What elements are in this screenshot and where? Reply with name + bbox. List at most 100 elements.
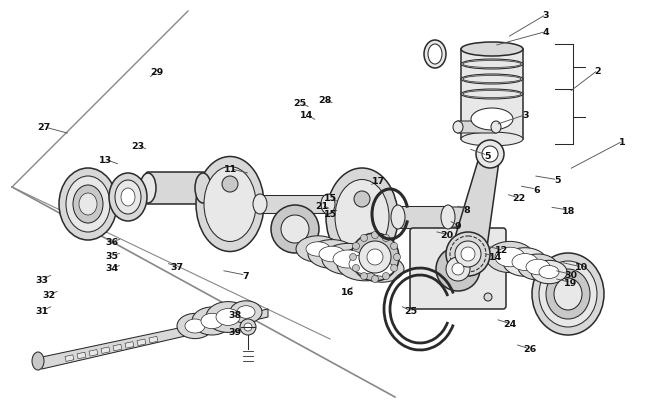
- Text: 23: 23: [131, 141, 144, 150]
- Text: 15: 15: [324, 194, 337, 203]
- Text: 18: 18: [562, 206, 575, 215]
- Circle shape: [446, 232, 490, 276]
- Text: 13: 13: [99, 156, 112, 164]
- Ellipse shape: [230, 301, 262, 324]
- Ellipse shape: [554, 278, 582, 310]
- Text: 22: 22: [512, 194, 525, 203]
- Ellipse shape: [216, 309, 240, 326]
- Text: 15: 15: [324, 209, 337, 218]
- Circle shape: [382, 235, 389, 242]
- Polygon shape: [35, 309, 268, 369]
- Circle shape: [372, 232, 378, 239]
- Ellipse shape: [185, 319, 205, 333]
- Ellipse shape: [463, 61, 521, 68]
- Circle shape: [482, 147, 498, 162]
- Circle shape: [446, 257, 470, 281]
- Ellipse shape: [360, 256, 404, 283]
- Ellipse shape: [201, 313, 223, 329]
- FancyBboxPatch shape: [146, 173, 205, 205]
- Text: 24: 24: [504, 320, 517, 328]
- Text: 25: 25: [404, 307, 417, 315]
- Text: 21: 21: [315, 201, 328, 210]
- Ellipse shape: [461, 43, 523, 57]
- Ellipse shape: [237, 306, 255, 318]
- FancyBboxPatch shape: [410, 228, 506, 309]
- Ellipse shape: [349, 255, 381, 274]
- Ellipse shape: [391, 205, 405, 230]
- Text: 14: 14: [300, 111, 313, 120]
- Text: 12: 12: [495, 246, 508, 255]
- Text: 33: 33: [36, 275, 49, 284]
- Text: 8: 8: [463, 205, 470, 214]
- Text: 30: 30: [564, 270, 577, 279]
- Ellipse shape: [546, 269, 590, 319]
- Text: 11: 11: [224, 165, 237, 174]
- Circle shape: [222, 177, 238, 192]
- Ellipse shape: [518, 254, 558, 280]
- Circle shape: [244, 323, 252, 331]
- Bar: [137, 339, 146, 346]
- Circle shape: [391, 265, 398, 272]
- Circle shape: [359, 241, 391, 273]
- Circle shape: [436, 247, 480, 291]
- Bar: [89, 350, 98, 356]
- Text: 32: 32: [42, 290, 55, 299]
- Ellipse shape: [308, 240, 356, 269]
- Bar: [77, 352, 86, 359]
- Ellipse shape: [66, 177, 110, 232]
- Circle shape: [461, 247, 475, 261]
- Circle shape: [382, 273, 389, 280]
- Text: 28: 28: [318, 96, 332, 105]
- Circle shape: [354, 192, 370, 207]
- Ellipse shape: [495, 247, 525, 267]
- Ellipse shape: [115, 181, 141, 215]
- Ellipse shape: [59, 168, 117, 241]
- Ellipse shape: [335, 180, 389, 255]
- Circle shape: [372, 276, 378, 283]
- Ellipse shape: [296, 236, 340, 262]
- Ellipse shape: [321, 194, 335, 215]
- Text: 2: 2: [595, 66, 601, 75]
- Ellipse shape: [461, 133, 523, 147]
- FancyBboxPatch shape: [457, 122, 497, 134]
- Ellipse shape: [461, 90, 523, 100]
- Ellipse shape: [424, 41, 446, 69]
- FancyBboxPatch shape: [446, 207, 488, 228]
- Ellipse shape: [177, 313, 213, 339]
- Text: 14: 14: [489, 253, 502, 262]
- Text: 16: 16: [341, 287, 354, 296]
- Text: 1: 1: [619, 137, 626, 146]
- Bar: [260, 196, 328, 213]
- Ellipse shape: [531, 261, 567, 284]
- Ellipse shape: [463, 76, 521, 83]
- Text: 27: 27: [38, 123, 51, 132]
- Circle shape: [361, 273, 367, 280]
- Bar: [149, 337, 158, 343]
- Ellipse shape: [79, 194, 97, 215]
- Text: 29: 29: [151, 68, 164, 77]
- Circle shape: [352, 265, 359, 272]
- Ellipse shape: [491, 122, 501, 134]
- Text: 38: 38: [229, 311, 242, 320]
- Circle shape: [240, 319, 256, 335]
- Ellipse shape: [140, 174, 156, 203]
- Text: 17: 17: [372, 177, 385, 186]
- Circle shape: [391, 243, 398, 250]
- Text: 5: 5: [554, 176, 561, 185]
- Bar: [113, 344, 122, 351]
- Polygon shape: [450, 155, 500, 254]
- Ellipse shape: [441, 205, 455, 230]
- Ellipse shape: [503, 248, 547, 277]
- Circle shape: [393, 254, 400, 261]
- Bar: [398, 207, 448, 228]
- Text: 25: 25: [294, 99, 307, 108]
- Ellipse shape: [192, 307, 232, 335]
- Circle shape: [350, 254, 356, 261]
- Circle shape: [476, 141, 504, 168]
- Bar: [461, 50, 523, 140]
- Text: 31: 31: [36, 307, 49, 315]
- Ellipse shape: [206, 302, 250, 333]
- Ellipse shape: [539, 261, 597, 327]
- Text: 5: 5: [484, 151, 491, 160]
- Text: 3: 3: [543, 11, 549, 20]
